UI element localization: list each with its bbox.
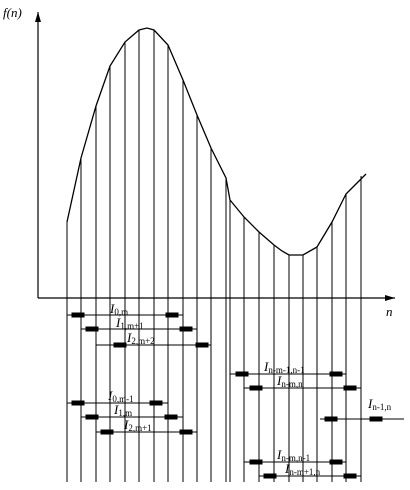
label-I-1-m1: I1,m+1 bbox=[115, 315, 144, 331]
function-curve bbox=[66, 27, 367, 256]
label-I-0-m: I0,m bbox=[109, 301, 128, 317]
interval-1-m1 bbox=[81, 326, 197, 332]
interval-2-m2 bbox=[96, 342, 211, 348]
interval-0-m bbox=[67, 312, 183, 318]
label-I-nm1-n: In-m+1,n bbox=[284, 461, 321, 477]
sample-lines bbox=[66, 30, 362, 482]
label-I-n1-n: In-1,n bbox=[367, 396, 392, 412]
axes: f(n) n bbox=[3, 5, 395, 319]
label-I-nm1-n1: In-m-1,n-1 bbox=[263, 359, 305, 375]
label-I-1-m: I1,m bbox=[113, 402, 132, 418]
interval-nm-n bbox=[244, 385, 361, 391]
interval-labels: I0,m I1,m+1 I2,m+2 In-m-1,n-1 In-m,n In-… bbox=[107, 301, 392, 477]
x-axis-label: n bbox=[386, 304, 393, 319]
y-axis-label: f(n) bbox=[3, 5, 22, 20]
interval-nm-n1 bbox=[244, 459, 346, 465]
interval-nm1-n bbox=[259, 473, 361, 479]
interval-arrows bbox=[67, 312, 404, 479]
interval-0-m-1 bbox=[67, 400, 168, 406]
interval-1-m bbox=[81, 414, 183, 420]
label-I-2-m2: I2,m+2 bbox=[126, 330, 155, 346]
label-I-0-m-1: I0,m-1 bbox=[107, 388, 134, 404]
interval-nm1-n1 bbox=[230, 371, 346, 377]
interval-2-m1 bbox=[96, 429, 197, 435]
interval-n1-n bbox=[320, 416, 404, 422]
label-I-2-m1: I2,m+1 bbox=[123, 417, 152, 433]
label-I-nm-n: In-m,n bbox=[276, 373, 303, 389]
label-I-nm-n1: In-m,n-1 bbox=[276, 447, 310, 463]
